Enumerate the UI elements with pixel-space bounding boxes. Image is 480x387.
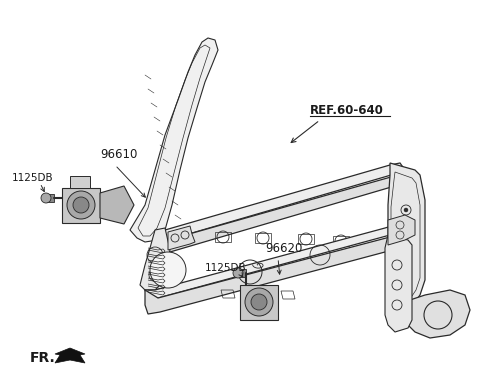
Circle shape [404, 248, 408, 252]
Polygon shape [145, 232, 408, 314]
Polygon shape [155, 163, 405, 242]
Polygon shape [388, 163, 425, 308]
Text: FR.: FR. [30, 351, 56, 365]
Polygon shape [155, 170, 415, 254]
Polygon shape [100, 186, 134, 224]
Circle shape [404, 208, 408, 212]
Text: REF.60-640: REF.60-640 [310, 103, 384, 116]
Polygon shape [62, 188, 100, 223]
Polygon shape [395, 290, 470, 338]
Polygon shape [388, 215, 415, 245]
Polygon shape [145, 225, 400, 298]
Circle shape [251, 294, 267, 310]
Polygon shape [168, 226, 195, 250]
Polygon shape [55, 348, 85, 363]
Polygon shape [46, 194, 54, 202]
Circle shape [245, 288, 273, 316]
Text: 1125DB: 1125DB [205, 263, 247, 273]
Circle shape [404, 268, 408, 272]
Text: 96620: 96620 [265, 241, 302, 255]
Polygon shape [385, 235, 412, 332]
Circle shape [233, 268, 243, 278]
Circle shape [41, 193, 51, 203]
Polygon shape [130, 38, 218, 242]
Polygon shape [70, 176, 90, 188]
Circle shape [150, 252, 186, 288]
Circle shape [73, 197, 89, 213]
Circle shape [67, 191, 95, 219]
Polygon shape [140, 228, 170, 290]
Text: 96610: 96610 [100, 149, 137, 161]
Text: 1125DB: 1125DB [12, 173, 54, 183]
Polygon shape [240, 285, 278, 320]
Circle shape [404, 228, 408, 232]
Polygon shape [238, 269, 246, 277]
